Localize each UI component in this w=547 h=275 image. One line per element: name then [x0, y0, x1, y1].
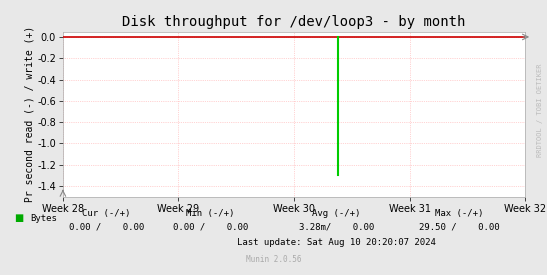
Text: Munin 2.0.56: Munin 2.0.56	[246, 255, 301, 264]
Text: RRDTOOL / TOBI OETIKER: RRDTOOL / TOBI OETIKER	[537, 63, 543, 157]
Text: Bytes: Bytes	[30, 214, 57, 223]
Text: 3.28m/    0.00: 3.28m/ 0.00	[299, 223, 374, 232]
Y-axis label: Pr second read (-) / write (+): Pr second read (-) / write (+)	[24, 26, 34, 202]
Text: 0.00 /    0.00: 0.00 / 0.00	[173, 223, 248, 232]
Text: Min (-/+): Min (-/+)	[187, 209, 235, 218]
Text: Last update: Sat Aug 10 20:20:07 2024: Last update: Sat Aug 10 20:20:07 2024	[237, 238, 436, 247]
Text: Cur (-/+): Cur (-/+)	[83, 209, 131, 218]
Title: Disk throughput for /dev/loop3 - by month: Disk throughput for /dev/loop3 - by mont…	[123, 15, 465, 29]
Text: Max (-/+): Max (-/+)	[435, 209, 484, 218]
Text: 0.00 /    0.00: 0.00 / 0.00	[69, 223, 144, 232]
Text: ■: ■	[14, 213, 23, 223]
Text: Avg (-/+): Avg (-/+)	[312, 209, 360, 218]
Text: 29.50 /    0.00: 29.50 / 0.00	[419, 223, 500, 232]
